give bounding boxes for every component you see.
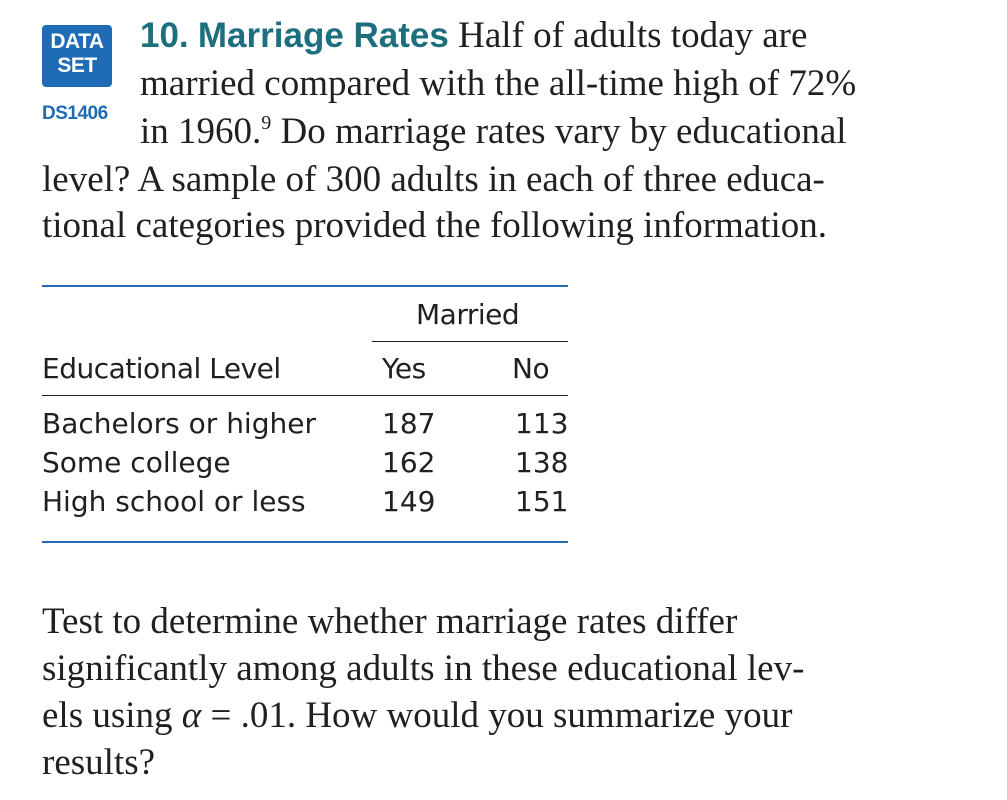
row-3-yes: 149 — [382, 485, 436, 518]
column-header-yes: Yes — [382, 352, 426, 385]
exercise-line-4: level? A sample of 300 adults in each of… — [42, 156, 825, 203]
alpha-symbol: α — [181, 695, 202, 736]
question-line-4: results? — [42, 739, 155, 786]
question-line-1: Test to determine whether marriage rates… — [42, 598, 737, 645]
exercise-text-2: married compared with the all-time high … — [140, 63, 857, 104]
table-bottom-rule — [42, 541, 568, 543]
column-header-level: Educational Level — [42, 352, 281, 385]
row-1-level: Bachelors or higher — [42, 407, 316, 440]
row-1-no: 113 — [515, 407, 569, 440]
table-top-rule — [42, 285, 568, 287]
question-line-2: significantly among adults in these educ… — [42, 645, 804, 692]
exercise-text-3a: in 1960. — [140, 111, 262, 152]
badge-line-1: DATA — [50, 30, 104, 53]
question-text-3b: = .01. How would you summarize your — [201, 695, 793, 736]
row-1-yes: 187 — [382, 407, 436, 440]
question-text-3a: els using — [42, 695, 182, 736]
badge-line-2: SET — [57, 54, 97, 77]
footnote-marker: 9 — [261, 112, 272, 134]
exercise-line-5: tional categories provided the following… — [42, 202, 827, 249]
row-2-level: Some college — [42, 446, 231, 479]
exercise-text-3b: Do marriage rates vary by educational — [280, 111, 847, 152]
exercise-line-1: 10. Marriage Rates Half of adults today … — [140, 12, 807, 59]
exercise-number: 10. — [140, 16, 189, 55]
exercise-title: Marriage Rates — [197, 16, 449, 55]
row-2-no: 138 — [515, 446, 569, 479]
exercise-line-2: married compared with the all-time high … — [140, 60, 856, 107]
row-3-no: 151 — [515, 485, 569, 518]
question-line-3: els using α = .01. How would you summari… — [42, 692, 792, 739]
row-2-yes: 162 — [382, 446, 436, 479]
header-rule — [42, 395, 568, 396]
group-header-rule — [372, 341, 568, 342]
exercise-text-5: tional categories provided the following… — [42, 205, 828, 246]
question-text-4: results? — [42, 742, 156, 783]
question-text-2: significantly among adults in these educ… — [42, 648, 805, 689]
group-header-married: Married — [416, 298, 520, 331]
row-3-level: High school or less — [42, 485, 306, 518]
exercise-text-1: Half of adults today are — [458, 15, 808, 56]
exercise-line-3: in 1960.9 Do marriage rates vary by educ… — [140, 108, 847, 155]
dataset-id: DS1406 — [42, 103, 108, 124]
exercise-text-4: level? A sample of 300 adults in each of… — [42, 159, 825, 200]
column-header-no: No — [512, 352, 550, 385]
data-set-badge: DATA SET — [42, 25, 112, 87]
question-text-1: Test to determine whether marriage rates… — [42, 601, 738, 642]
